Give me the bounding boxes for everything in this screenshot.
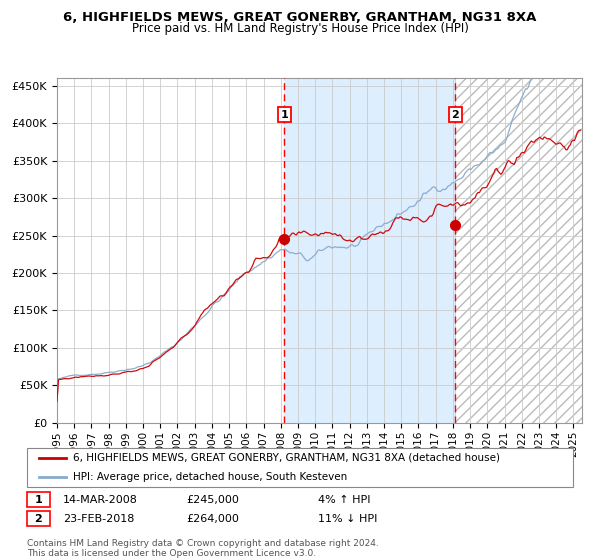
Text: 6, HIGHFIELDS MEWS, GREAT GONERBY, GRANTHAM, NG31 8XA: 6, HIGHFIELDS MEWS, GREAT GONERBY, GRANT… — [64, 11, 536, 24]
Text: Price paid vs. HM Land Registry's House Price Index (HPI): Price paid vs. HM Land Registry's House … — [131, 22, 469, 35]
Text: 4% ↑ HPI: 4% ↑ HPI — [318, 494, 371, 505]
Bar — [284, 78, 455, 423]
Bar — [455, 78, 582, 423]
Text: 2: 2 — [452, 110, 460, 120]
Text: 1: 1 — [35, 494, 42, 505]
Text: 6, HIGHFIELDS MEWS, GREAT GONERBY, GRANTHAM, NG31 8XA (detached house): 6, HIGHFIELDS MEWS, GREAT GONERBY, GRANT… — [73, 452, 500, 463]
Text: HPI: Average price, detached house, South Kesteven: HPI: Average price, detached house, Sout… — [73, 472, 347, 482]
Text: Contains HM Land Registry data © Crown copyright and database right 2024.
This d: Contains HM Land Registry data © Crown c… — [27, 539, 379, 558]
Text: 2: 2 — [35, 514, 42, 524]
Text: £245,000: £245,000 — [186, 494, 239, 505]
Text: £264,000: £264,000 — [186, 514, 239, 524]
Text: 11% ↓ HPI: 11% ↓ HPI — [318, 514, 377, 524]
Text: 1: 1 — [280, 110, 288, 120]
Bar — [455, 78, 582, 423]
Text: 23-FEB-2018: 23-FEB-2018 — [63, 514, 134, 524]
Text: 14-MAR-2008: 14-MAR-2008 — [63, 494, 138, 505]
